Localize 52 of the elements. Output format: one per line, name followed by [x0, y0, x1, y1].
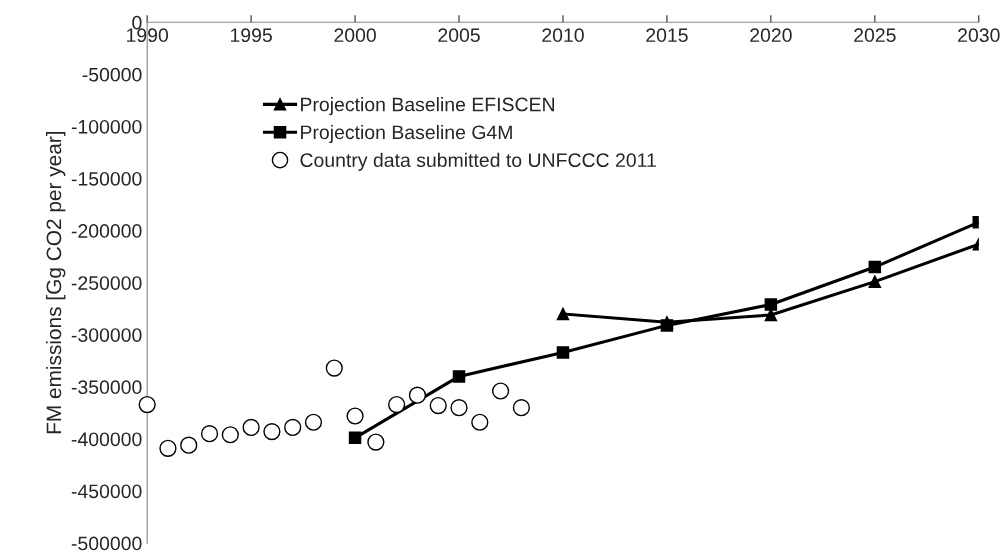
point	[284, 418, 302, 437]
point	[367, 433, 385, 451]
y-tick-label: -250000	[71, 276, 142, 290]
point	[512, 399, 531, 417]
point	[348, 431, 362, 445]
y-tick-label: 0	[132, 15, 142, 30]
point	[159, 439, 177, 457]
point	[868, 260, 882, 274]
x-tick-label: 2015	[646, 28, 688, 43]
point	[346, 407, 364, 425]
x-tick-label: 2010	[542, 28, 584, 43]
point	[660, 319, 674, 332]
point	[556, 307, 570, 321]
legend-label: Country data submitted to UNFCCC 2011	[300, 152, 656, 171]
point	[452, 370, 466, 383]
x-tick-label: 2020	[750, 28, 792, 43]
y-tick-label: -450000	[71, 484, 142, 499]
point	[764, 308, 778, 322]
y-tick-label: -100000	[71, 119, 142, 134]
point	[138, 395, 156, 414]
point	[450, 399, 468, 417]
x-tick-label: 1990	[127, 28, 169, 43]
point	[388, 395, 406, 414]
legend-label: Projection Baseline G4M	[301, 124, 512, 144]
point	[408, 386, 427, 404]
point	[304, 413, 323, 431]
point	[429, 396, 447, 415]
x-tick-label: 2025	[854, 28, 896, 43]
legend-label: Projection Baseline EFISCEN	[301, 97, 554, 116]
y-tick-label: -150000	[71, 171, 142, 186]
point	[180, 436, 198, 454]
point	[200, 425, 219, 443]
x-tick-label: 2030	[958, 28, 1000, 43]
y-tick-label: -500000	[71, 536, 142, 551]
point	[221, 426, 239, 444]
point	[325, 359, 343, 377]
point	[764, 298, 778, 311]
y-axis-title: FM emissions [Gg CO2 per year]	[45, 131, 66, 434]
point	[263, 423, 281, 441]
y-tick-label: -200000	[71, 224, 142, 238]
y-tick-label: -50000	[82, 67, 142, 82]
x-tick-label: 2000	[334, 28, 376, 43]
point	[556, 346, 570, 359]
x-tick-label: 2005	[438, 28, 480, 43]
y-tick-label: -350000	[71, 380, 142, 395]
x-tick-label: 1995	[230, 28, 272, 43]
y-tick-label: -400000	[71, 432, 142, 447]
point	[471, 413, 489, 431]
point	[242, 418, 260, 437]
y-tick-label: -300000	[71, 328, 142, 342]
point	[491, 382, 510, 400]
point	[868, 275, 882, 288]
